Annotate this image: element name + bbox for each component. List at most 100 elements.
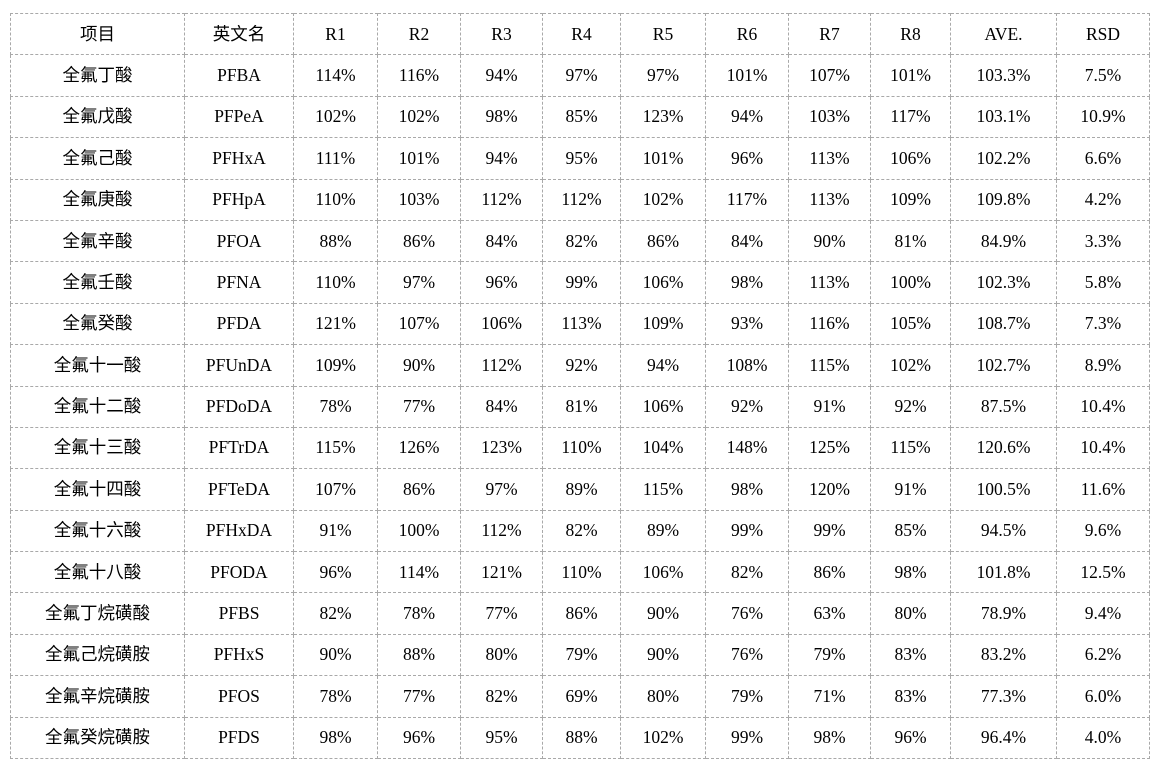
- recovery-value-cell: 86%: [377, 219, 461, 263]
- column-header-r2: R2: [377, 12, 461, 56]
- recovery-value-cell: 95%: [460, 716, 543, 760]
- rsd-cell: 7.3%: [1056, 302, 1150, 346]
- recovery-value-cell: 83%: [870, 633, 951, 677]
- rsd-cell: 4.0%: [1056, 716, 1150, 760]
- recovery-value-cell: 106%: [460, 302, 543, 346]
- recovery-value-cell: 91%: [293, 509, 378, 553]
- recovery-value-cell: 85%: [542, 95, 621, 139]
- column-header-r3: R3: [460, 12, 543, 56]
- table-row: 全氟癸烷磺胺 PFDS 98% 96% 95% 88% 102% 99% 98% 96% 96.4%…: [10, 716, 1150, 760]
- recovery-value-cell: 108%: [705, 344, 789, 387]
- recovery-value-cell: 90%: [293, 633, 378, 677]
- item-name-cell: 全氟丁酸: [10, 54, 185, 97]
- rsd-cell: 9.4%: [1056, 592, 1150, 635]
- item-name-cell: 全氟庚酸: [10, 178, 185, 221]
- recovery-value-cell: 120%: [788, 468, 871, 511]
- recovery-value-cell: 94%: [705, 95, 789, 139]
- recovery-value-cell: 99%: [542, 261, 621, 304]
- english-name-cell: PFBA: [184, 54, 294, 97]
- english-name-cell: PFDS: [184, 716, 294, 760]
- recovery-value-cell: 79%: [788, 633, 871, 677]
- recovery-value-cell: 115%: [870, 426, 951, 470]
- table-row: 全氟辛酸 PFOA 88% 86% 84% 82% 86% 84% 90% 81% 84.9% 3.3…: [10, 219, 1150, 263]
- recovery-value-cell: 97%: [377, 261, 461, 304]
- recovery-value-cell: 112%: [460, 509, 543, 553]
- recovery-value-cell: 76%: [705, 592, 789, 635]
- rsd-cell: 6.2%: [1056, 633, 1150, 677]
- recovery-value-cell: 96%: [377, 716, 461, 760]
- item-name-cell: 全氟十四酸: [10, 468, 185, 511]
- rsd-cell: 7.5%: [1056, 54, 1150, 97]
- recovery-value-cell: 84%: [460, 385, 543, 428]
- recovery-value-cell: 123%: [620, 95, 706, 139]
- recovery-value-cell: 69%: [542, 675, 621, 718]
- recovery-value-cell: 107%: [293, 468, 378, 511]
- recovery-value-cell: 106%: [620, 385, 706, 428]
- recovery-value-cell: 82%: [293, 592, 378, 635]
- rsd-cell: 5.8%: [1056, 261, 1150, 304]
- recovery-value-cell: 97%: [542, 54, 621, 97]
- item-name-cell: 全氟十三酸: [10, 426, 185, 470]
- english-name-cell: PFHxA: [184, 137, 294, 180]
- average-cell: 94.5%: [950, 509, 1057, 553]
- recovery-value-cell: 100%: [870, 261, 951, 304]
- recovery-value-cell: 77%: [460, 592, 543, 635]
- rsd-cell: 11.6%: [1056, 468, 1150, 511]
- recovery-value-cell: 63%: [788, 592, 871, 635]
- recovery-value-cell: 121%: [460, 551, 543, 594]
- table-row: 全氟十二酸 PFDoDA 78% 77% 84% 81% 106% 92% 91% 92% 87.5…: [10, 385, 1150, 428]
- table-row: 全氟丁烷磺酸 PFBS 82% 78% 77% 86% 90% 76% 63% 80% 78.9% 9…: [10, 592, 1150, 635]
- table-row: 全氟戊酸 PFPeA 102% 102% 98% 85% 123% 94% 103% 117% 10…: [10, 95, 1150, 139]
- column-header-r5: R5: [620, 12, 706, 56]
- item-name-cell: 全氟壬酸: [10, 261, 185, 304]
- average-cell: 109.8%: [950, 178, 1057, 221]
- recovery-value-cell: 109%: [620, 302, 706, 346]
- recovery-value-cell: 110%: [293, 178, 378, 221]
- table-row: 全氟十六酸 PFHxDA 91% 100% 112% 82% 89% 99% 99% 85% 94.…: [10, 509, 1150, 553]
- english-name-cell: PFDA: [184, 302, 294, 346]
- recovery-value-cell: 101%: [705, 54, 789, 97]
- english-name-cell: PFOA: [184, 219, 294, 263]
- english-name-cell: PFTrDA: [184, 426, 294, 470]
- recovery-value-cell: 107%: [377, 302, 461, 346]
- table-container: 项目 英文名 R1 R2 R3 R4 R5 R6 R7 R8 AVE. RSD 全氟丁酸 PFBA 114…: [10, 12, 1150, 760]
- recovery-value-cell: 96%: [705, 137, 789, 180]
- column-header-item: 项目: [10, 12, 185, 56]
- english-name-cell: PFHxDA: [184, 509, 294, 553]
- recovery-value-cell: 102%: [620, 716, 706, 760]
- recovery-value-cell: 110%: [293, 261, 378, 304]
- table-row: 全氟十四酸 PFTeDA 107% 86% 97% 89% 115% 98% 120% 91% 10…: [10, 468, 1150, 511]
- table-row: 全氟庚酸 PFHpA 110% 103% 112% 112% 102% 117% 113% 109…: [10, 178, 1150, 221]
- recovery-value-cell: 106%: [620, 551, 706, 594]
- recovery-value-cell: 98%: [705, 261, 789, 304]
- rsd-cell: 6.6%: [1056, 137, 1150, 180]
- rsd-cell: 10.4%: [1056, 385, 1150, 428]
- average-cell: 84.9%: [950, 219, 1057, 263]
- english-name-cell: PFOS: [184, 675, 294, 718]
- average-cell: 100.5%: [950, 468, 1057, 511]
- average-cell: 78.9%: [950, 592, 1057, 635]
- recovery-value-cell: 113%: [542, 302, 621, 346]
- recovery-value-cell: 82%: [705, 551, 789, 594]
- recovery-value-cell: 102%: [620, 178, 706, 221]
- recovery-value-cell: 89%: [542, 468, 621, 511]
- recovery-value-cell: 94%: [460, 137, 543, 180]
- recovery-value-cell: 115%: [788, 344, 871, 387]
- column-header-english-name: 英文名: [184, 12, 294, 56]
- average-cell: 103.1%: [950, 95, 1057, 139]
- recovery-value-cell: 80%: [620, 675, 706, 718]
- recovery-value-cell: 76%: [705, 633, 789, 677]
- recovery-value-cell: 115%: [620, 468, 706, 511]
- recovery-value-cell: 98%: [705, 468, 789, 511]
- recovery-value-cell: 84%: [705, 219, 789, 263]
- item-name-cell: 全氟己酸: [10, 137, 185, 180]
- recovery-value-cell: 126%: [377, 426, 461, 470]
- rsd-cell: 10.4%: [1056, 426, 1150, 470]
- recovery-value-cell: 90%: [620, 592, 706, 635]
- english-name-cell: PFNA: [184, 261, 294, 304]
- recovery-value-cell: 112%: [460, 344, 543, 387]
- table-row: 全氟十一酸 PFUnDA 109% 90% 112% 92% 94% 108% 115% 102%…: [10, 344, 1150, 387]
- item-name-cell: 全氟戊酸: [10, 95, 185, 139]
- recovery-value-cell: 77%: [377, 675, 461, 718]
- table-body: 全氟丁酸 PFBA 114% 116% 94% 97% 97% 101% 107% 101% 103…: [10, 54, 1150, 760]
